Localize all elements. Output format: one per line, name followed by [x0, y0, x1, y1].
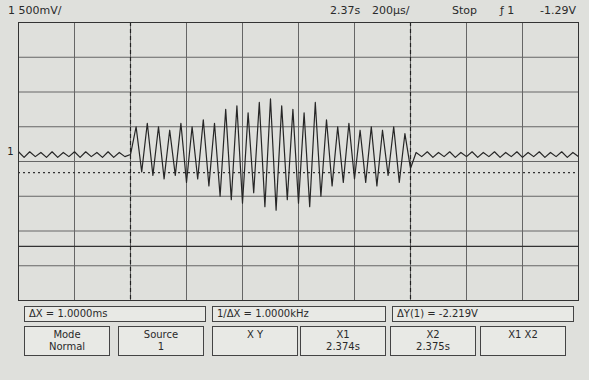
html-text:ƒ 1: ƒ 1: [500, 4, 515, 17]
html-text:Source: Source: [143, 329, 179, 340]
html-text:1 500mV/: 1 500mV/: [8, 4, 62, 17]
html-text:2.375s: 2.375s: [416, 341, 450, 352]
html-text:200µs/: 200µs/: [372, 4, 410, 17]
html-text:X1 X2: X1 X2: [508, 329, 538, 340]
html-text:Mode: Mode: [53, 329, 81, 340]
svg-text:1: 1: [7, 146, 13, 157]
html-text:2.374s: 2.374s: [326, 341, 360, 352]
html-text:X Y: X Y: [246, 329, 264, 340]
html-text:1: 1: [157, 341, 165, 352]
html-text:Stop: Stop: [452, 4, 477, 17]
html-text:Normal: Normal: [48, 341, 86, 352]
html-text:X1: X1: [336, 329, 350, 340]
html-text:-1.29V: -1.29V: [540, 4, 576, 17]
html-text:1/ΔX = 1.0000kHz: 1/ΔX = 1.0000kHz: [217, 308, 309, 319]
html-text:2.37s: 2.37s: [330, 4, 361, 17]
html-text:X2: X2: [426, 329, 440, 340]
html-text:ΔX = 1.0000ms: ΔX = 1.0000ms: [29, 308, 108, 319]
html-text:ΔY(1) = -2.219V: ΔY(1) = -2.219V: [397, 308, 478, 319]
